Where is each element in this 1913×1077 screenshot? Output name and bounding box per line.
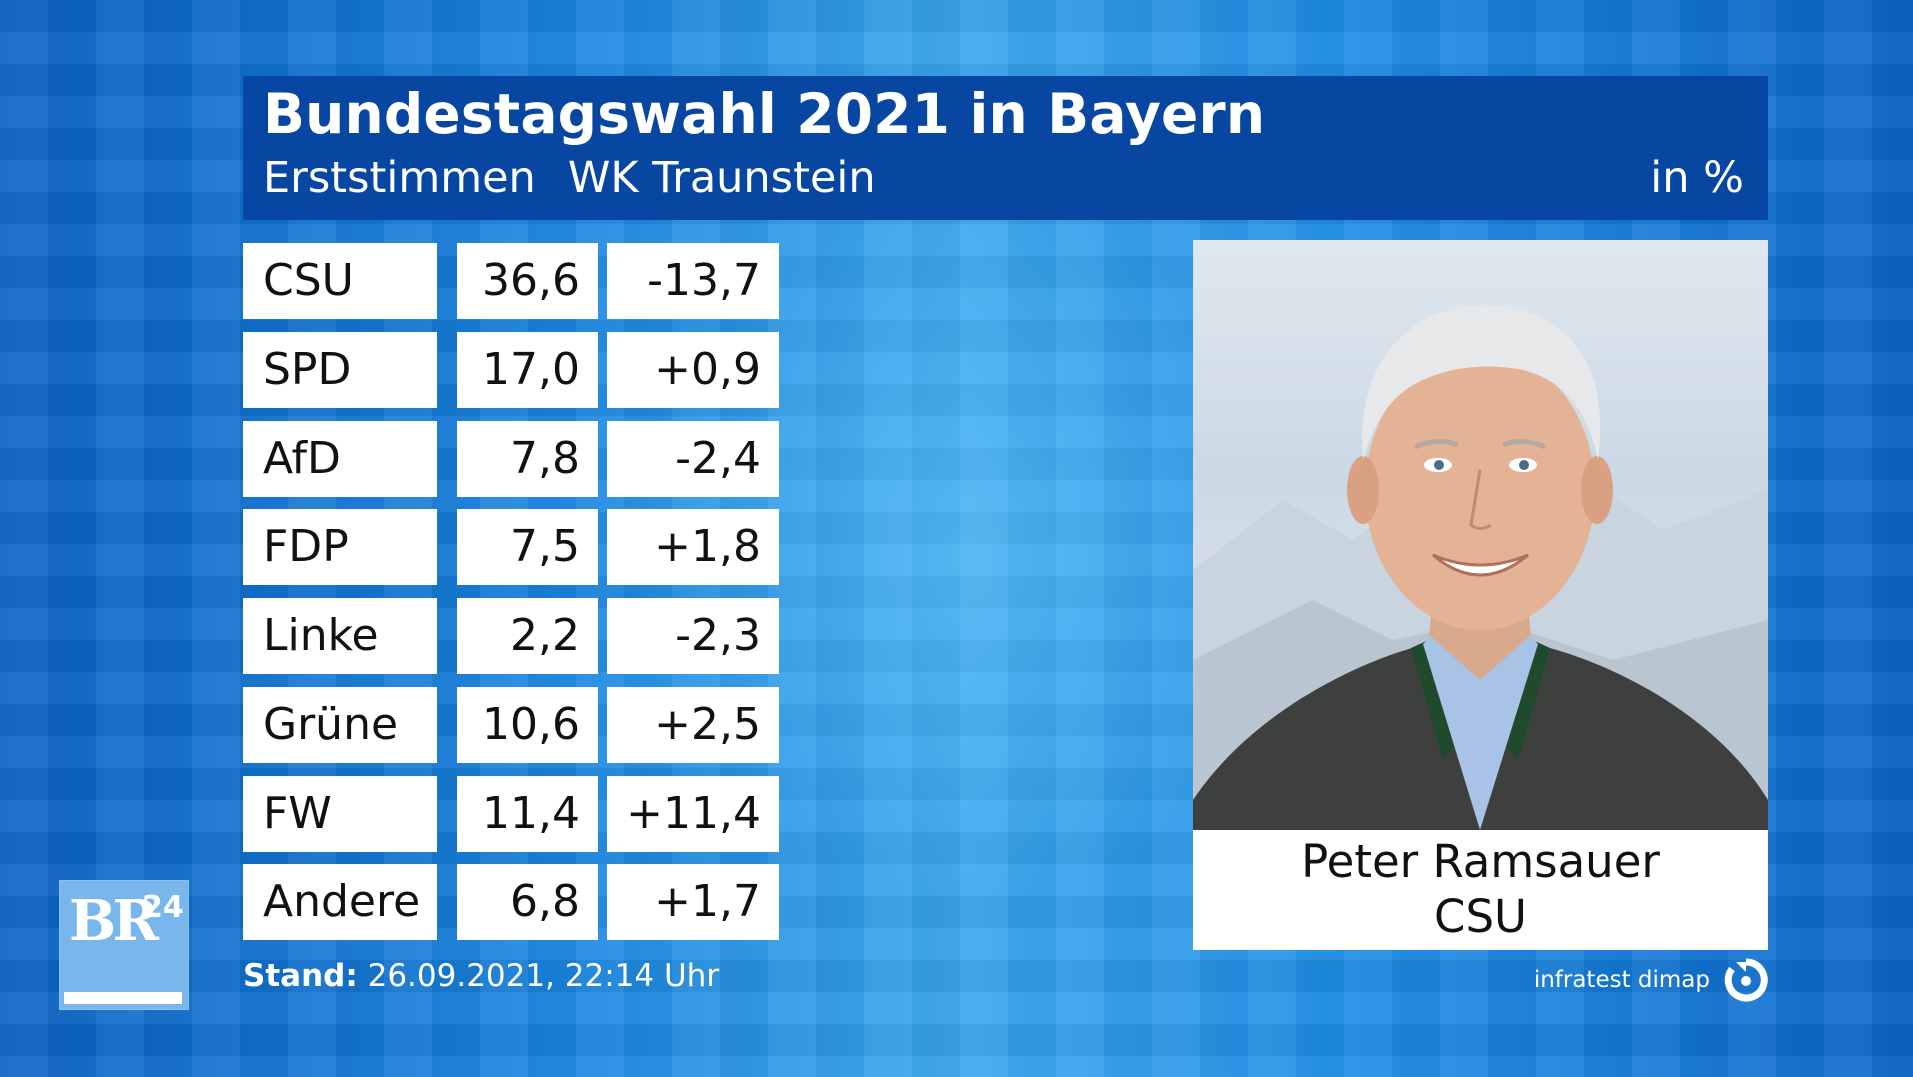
share-cell: 2,2 <box>457 598 598 674</box>
subtitle-vote-type: Erststimmen <box>263 153 536 203</box>
source-credit: infratest dimap <box>1534 958 1768 1002</box>
party-cell: SPD <box>243 332 437 408</box>
diff-cell: +1,8 <box>607 509 779 585</box>
party-cell: Linke <box>243 598 437 674</box>
logo-bar <box>64 992 182 1004</box>
share-cell: 7,8 <box>457 421 598 497</box>
share-cell: 11,4 <box>457 776 598 852</box>
source-label: infratest dimap <box>1533 967 1710 993</box>
candidate-photo <box>1193 240 1768 830</box>
diff-cell: -2,4 <box>607 421 779 497</box>
timestamp: Stand: 26.09.2021, 22:14 Uhr <box>243 958 719 994</box>
diff-cell: -2,3 <box>607 598 779 674</box>
party-cell: Grüne <box>243 687 437 763</box>
page-title: Bundestagswahl 2021 in Bayern <box>263 82 1266 146</box>
logo-text: BR <box>69 888 159 954</box>
share-cell: 10,6 <box>457 687 598 763</box>
br24-logo: BR 24 <box>59 880 189 1010</box>
party-cell: AfD <box>243 421 437 497</box>
diff-cell: +11,4 <box>607 776 779 852</box>
party-cell: Andere <box>243 864 437 940</box>
diff-cell: -13,7 <box>607 243 779 319</box>
diff-cell: +0,9 <box>607 332 779 408</box>
infratest-dimap-logo-icon <box>1724 958 1768 1002</box>
header-banner: Bundestagswahl 2021 in Bayern Erststimme… <box>243 76 1768 220</box>
party-cell: CSU <box>243 243 437 319</box>
logo-superscript: 24 <box>142 890 184 925</box>
timestamp-value: 26.09.2021, 22:14 Uhr <box>367 958 720 994</box>
party-cell: FDP <box>243 509 437 585</box>
share-cell: 36,6 <box>457 243 598 319</box>
candidate-card: Peter Ramsauer CSU <box>1193 240 1768 950</box>
candidate-portrait-image <box>1193 305 1768 830</box>
unit-label: in % <box>1650 153 1744 203</box>
share-cell: 6,8 <box>457 864 598 940</box>
subtitle: Erststimmen WK Traunstein <box>263 153 876 203</box>
diff-cell: +2,5 <box>607 687 779 763</box>
share-cell: 7,5 <box>457 509 598 585</box>
share-cell: 17,0 <box>457 332 598 408</box>
diff-cell: +1,7 <box>607 864 779 940</box>
candidate-party: CSU <box>1434 890 1527 943</box>
party-cell: FW <box>243 776 437 852</box>
candidate-name: Peter Ramsauer <box>1301 835 1660 888</box>
timestamp-label: Stand: <box>243 958 358 994</box>
subtitle-district: WK Traunstein <box>567 153 876 203</box>
